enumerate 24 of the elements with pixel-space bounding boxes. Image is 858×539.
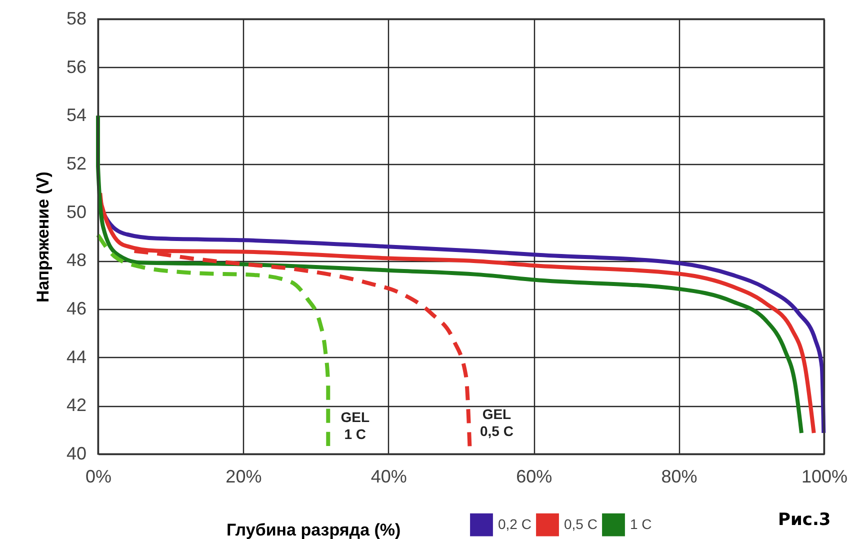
y-tick-label: 42	[66, 395, 86, 416]
y-tick-label: 56	[66, 56, 86, 77]
legend-label: 0,5 C	[564, 516, 598, 532]
y-tick-label: 50	[66, 202, 86, 222]
x-tick-label: 60%	[516, 466, 552, 486]
legend-label: 0,2 C	[498, 516, 532, 532]
x-tick-label: 100%	[801, 466, 848, 486]
y-tick-label: 40	[66, 444, 86, 464]
x-axis-title: Глубина разряда (%)	[226, 520, 401, 539]
series-label: GEL 1 C	[340, 408, 370, 442]
y-tick-label: 48	[66, 250, 86, 270]
text: Рис.3	[778, 510, 831, 530]
y-tick-label: 54	[66, 105, 86, 126]
x-tick-label: 40%	[370, 466, 407, 486]
y-axis-title: Напряжение (V)	[33, 172, 52, 302]
x-tick-label: 0%	[85, 466, 112, 486]
y-tick-label: 58	[66, 8, 86, 28]
y-tick-label: 44	[66, 346, 86, 367]
x-tick-label: 80%	[661, 466, 698, 486]
y-tick-label: 52	[66, 154, 86, 174]
legend-label: 1 C	[630, 516, 652, 532]
x-tick-label: 20%	[226, 466, 262, 486]
y-tick-label: 46	[66, 298, 86, 318]
series-label: GEL 0,5 C	[480, 406, 514, 439]
